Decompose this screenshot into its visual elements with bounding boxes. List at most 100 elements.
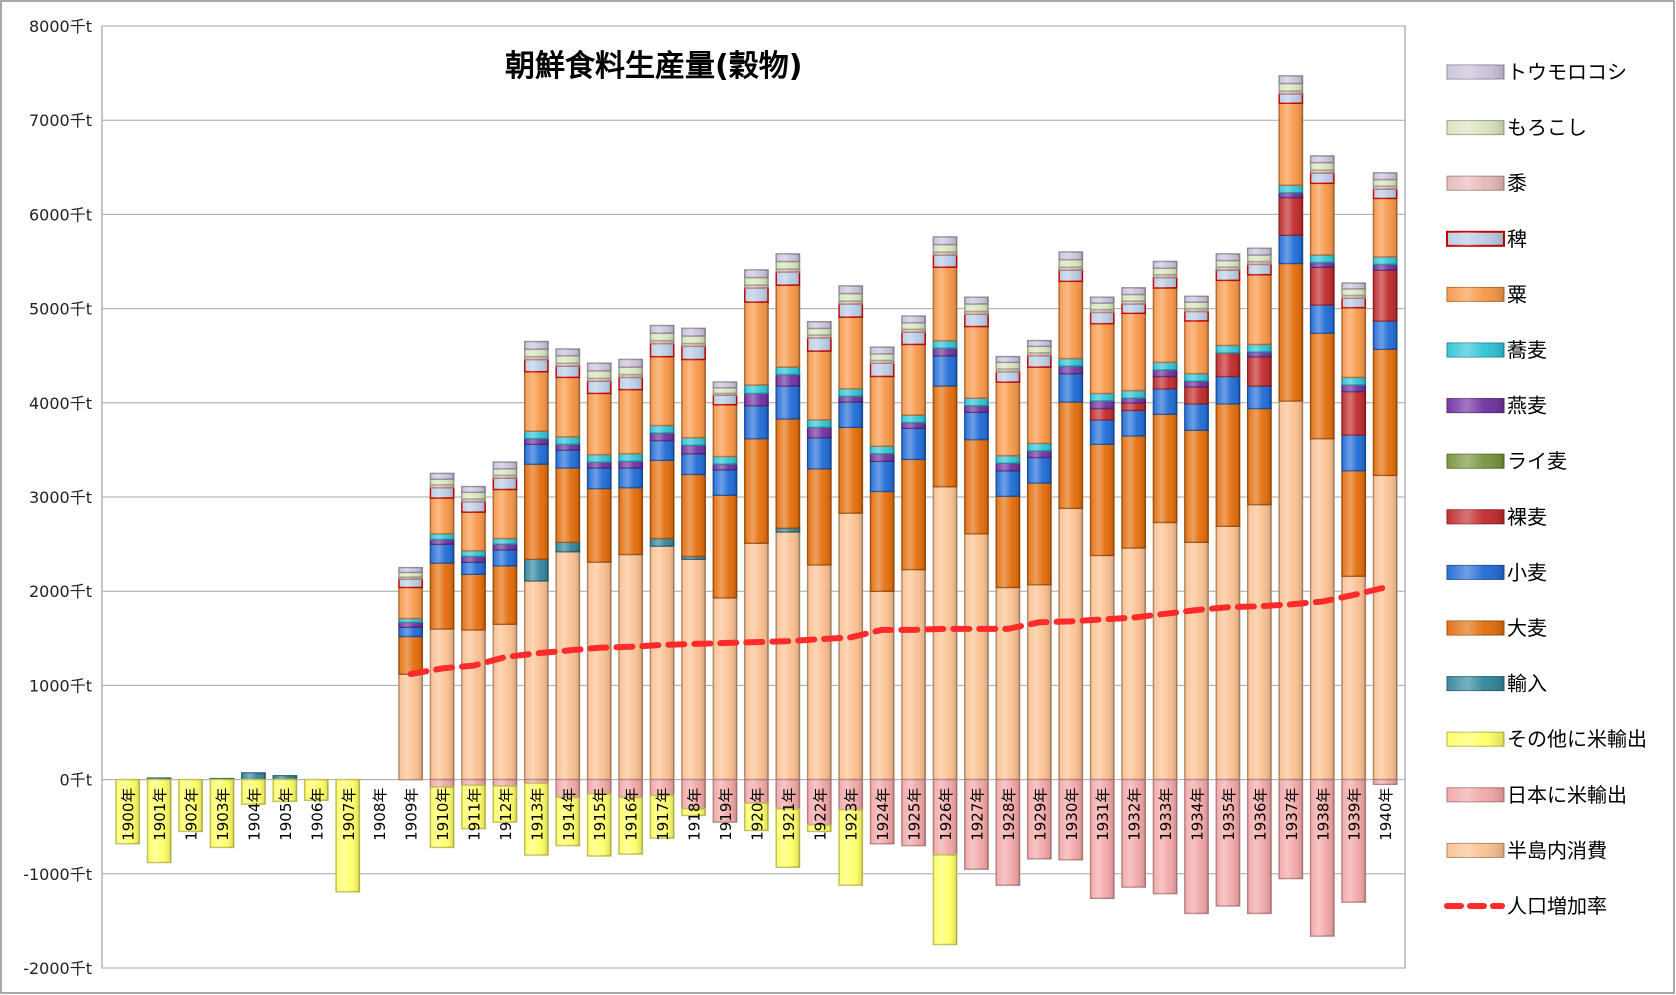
bar-segment-highlight	[933, 267, 957, 341]
bar-segment-highlight	[1310, 304, 1334, 334]
bar-segment-highlight	[713, 393, 737, 396]
bar-segment-highlight	[1059, 358, 1083, 367]
bar-segment-highlight	[776, 253, 800, 262]
bar-segment-highlight	[901, 569, 926, 780]
bar-segment-highlight	[1090, 419, 1114, 445]
bar-segment-highlight	[461, 779, 486, 786]
bar-segment-highlight	[933, 340, 957, 349]
bar-segment-highlight	[1090, 297, 1114, 303]
bar-segment-highlight	[807, 337, 831, 351]
legend-swatch-highlight	[1447, 398, 1504, 413]
bar-segment-highlight	[1184, 302, 1209, 309]
bar-segment-highlight	[933, 854, 957, 945]
bar-segment-highlight	[1059, 508, 1083, 780]
bar-segment-highlight	[1310, 333, 1334, 439]
bar-segment-highlight	[964, 303, 989, 312]
legend-item: 燕麦	[1446, 394, 1547, 418]
legend-swatch-highlight	[1447, 676, 1504, 691]
x-tick-label: 1907年	[340, 788, 358, 841]
bar-segment-highlight	[650, 432, 674, 441]
bar-segment-highlight	[587, 393, 611, 455]
x-tick-label: 1901年	[151, 788, 169, 841]
x-tick-label: 1900年	[120, 788, 138, 841]
bar-segment-highlight	[1184, 311, 1209, 321]
y-tick-label: 2000千t	[29, 582, 92, 601]
bar-segment-highlight	[1279, 93, 1303, 104]
bar-segment-highlight	[587, 467, 611, 489]
x-tick-label: 1918年	[686, 788, 704, 841]
legend-item: 小麦	[1446, 560, 1547, 584]
x-tick-label: 1902年	[183, 788, 201, 841]
legend-swatch-highlight	[1447, 176, 1504, 191]
bar-segment-highlight	[524, 359, 549, 372]
bar-segment-highlight	[1153, 274, 1177, 278]
bar-segment-highlight	[713, 597, 737, 780]
bar-segment-highlight	[1090, 309, 1114, 313]
x-tick-label: 1929年	[1031, 788, 1049, 841]
bar-segment-highlight	[1216, 779, 1240, 906]
bar-segment-highlight	[1216, 253, 1240, 261]
bar-segment-highlight	[964, 297, 989, 304]
bar-segment-highlight	[430, 497, 454, 534]
series-line	[407, 584, 1389, 678]
bar-segment-highlight	[1153, 261, 1177, 269]
bar-segment-highlight	[524, 559, 549, 581]
x-tick-label: 1917年	[654, 788, 672, 841]
bar-segment-highlight	[1279, 779, 1303, 879]
bar-segment-highlight	[430, 487, 454, 498]
bar-segment-highlight	[933, 252, 957, 255]
bar-segment-highlight	[524, 438, 549, 445]
bar-segment-highlight	[807, 334, 831, 338]
bar-segment-highlight	[744, 285, 769, 288]
bar-segment-highlight	[744, 269, 769, 278]
bar-segment-highlight	[839, 301, 863, 304]
bar-segment-highlight	[839, 388, 863, 397]
bar-segment-highlight	[776, 418, 800, 529]
bar-segment-highlight	[996, 455, 1020, 464]
bar-segment-highlight	[399, 572, 423, 578]
bar-segment-highlight	[744, 384, 769, 394]
bar-segment-highlight	[650, 460, 674, 539]
bar-segment-highlight	[681, 343, 706, 347]
legend-label: ライ麦	[1507, 449, 1567, 473]
bar-segment-highlight	[1184, 308, 1209, 312]
bar-segment-highlight	[1090, 312, 1114, 324]
bar-segment-highlight	[461, 501, 486, 513]
bar-segment-highlight	[933, 348, 957, 356]
legend-label: 大麦	[1507, 616, 1547, 640]
x-tick-label: 1909年	[403, 788, 421, 841]
legend-label: 半島内消費	[1507, 838, 1607, 862]
bar-segment-highlight	[901, 428, 926, 460]
bar-segment-highlight	[524, 371, 549, 432]
y-tick-label: 7000千t	[29, 111, 92, 130]
bar-segment-highlight	[524, 431, 549, 439]
bar-segment-highlight	[1342, 779, 1366, 903]
legend: トウモロコシもろこし黍稗粟蕎麦燕麦ライ麦裸麦小麦大麦輸入その他に米輸出日本に米輸…	[1444, 60, 1647, 918]
bar-segment-highlight	[619, 374, 643, 378]
bar-segment-highlight	[1279, 75, 1303, 84]
x-tick-label: 1910年	[434, 788, 452, 841]
bar-segment-highlight	[964, 398, 989, 406]
x-tick-label: 1939年	[1346, 788, 1364, 841]
bar-segment-highlight	[713, 779, 737, 822]
bar-segment-highlight	[1247, 356, 1272, 386]
bar-segment-highlight	[1373, 188, 1397, 199]
bar-segment-highlight	[681, 779, 706, 809]
bar-segment-highlight	[839, 293, 863, 302]
bar-segment-highlight	[1027, 779, 1051, 859]
x-tick-label: 1912年	[497, 788, 515, 841]
bar-segment-highlight	[493, 468, 517, 476]
legend-swatch-highlight	[1447, 787, 1504, 802]
bar-segment-highlight	[996, 496, 1020, 588]
bar-segment-highlight	[524, 464, 549, 560]
bar-segment-highlight	[776, 269, 800, 272]
bar-segment-highlight	[870, 491, 894, 592]
bar-segment-highlight	[587, 378, 611, 382]
bar-segment-highlight	[681, 474, 706, 557]
bar-segment-highlight	[1279, 90, 1303, 94]
bar-segment-highlight	[870, 453, 894, 462]
bar-segment-highlight	[681, 445, 706, 454]
bar-segment-highlight	[776, 528, 800, 532]
bar-segment-highlight	[839, 396, 863, 402]
bar-segment-highlight	[1059, 779, 1083, 860]
